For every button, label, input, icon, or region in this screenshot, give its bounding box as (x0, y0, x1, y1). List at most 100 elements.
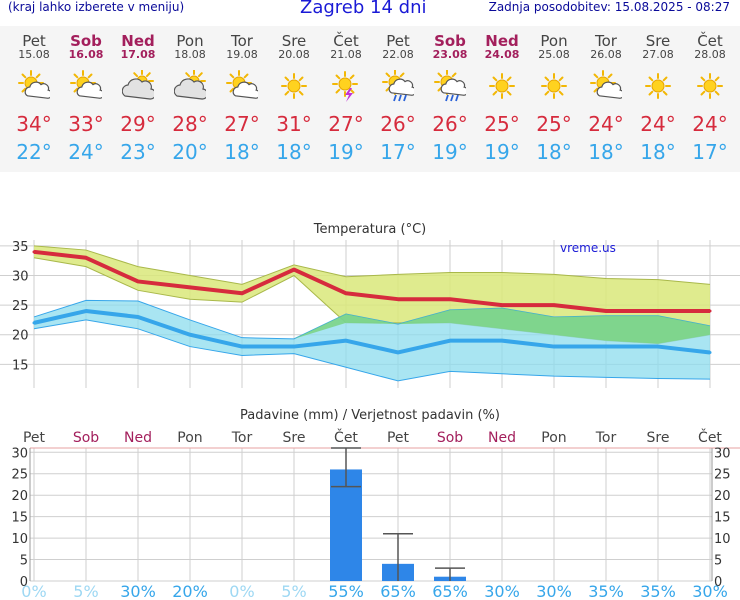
sun-cloud-icon (70, 70, 102, 99)
chart-watermark: vreme.us (560, 241, 616, 255)
min-temperature-point (240, 345, 244, 349)
max-temperature-point (344, 291, 348, 295)
min-temperature-point (708, 350, 712, 354)
min-temperature: 18° (276, 140, 312, 164)
min-temperature: 24° (68, 140, 104, 164)
y-tick-label-left: 0 (20, 575, 28, 590)
y-tick-label: 35 (12, 240, 29, 255)
precipitation-probability: 65% (380, 582, 416, 600)
min-temperature-point (344, 339, 348, 343)
min-temperature-point (656, 345, 660, 349)
day-name: Sre (281, 32, 307, 50)
cloud-sun-icon (174, 70, 206, 100)
sun-rain-icon (434, 70, 466, 102)
y-tick-label-right: 30 (714, 446, 731, 461)
min-temperature-point (500, 339, 504, 343)
y-tick-label: 20 (12, 329, 29, 344)
day-date: 28.08 (694, 48, 726, 61)
max-temperature-point (188, 285, 192, 289)
precipitation-probability: 5% (73, 582, 98, 600)
x-day-label: Sob (73, 430, 99, 446)
min-temperature: 18° (536, 140, 572, 164)
y-tick-label-right: 5 (714, 554, 722, 569)
min-temperature: 19° (484, 140, 520, 164)
min-temperature-point (604, 345, 608, 349)
day-column: Pon 25.08 25° 18° (528, 26, 580, 172)
x-day-label: Tor (231, 430, 253, 446)
precipitation-probability: 5% (281, 582, 306, 600)
min-temperature-point (136, 315, 140, 319)
day-date: 20.08 (278, 48, 310, 61)
max-temperature-point (708, 309, 712, 313)
precipitation-probability: 35% (640, 582, 676, 600)
sun-icon (281, 73, 307, 99)
day-name: Čet (333, 32, 359, 50)
sun-icon (489, 73, 515, 99)
max-temperature-point (396, 297, 400, 301)
sun-icon (541, 73, 567, 99)
day-name: Čet (697, 32, 723, 50)
day-date: 21.08 (330, 48, 362, 61)
day-column: Tor 19.08 27° 18° (216, 26, 268, 172)
day-name: Pon (540, 32, 568, 50)
x-day-label: Čet (334, 428, 358, 446)
y-tick-label-right: 15 (714, 511, 731, 526)
y-tick-label-left: 15 (11, 511, 28, 526)
max-temperature: 24° (588, 112, 624, 136)
top-bar: (kraj lahko izberete v meniju) Zagreb 14… (0, 0, 740, 22)
x-day-label: Pet (387, 430, 410, 446)
day-column: Čet 28.08 24° 17° (684, 26, 736, 172)
max-temperature-band-upper-edge (33, 245, 711, 285)
day-date: 25.08 (538, 48, 570, 61)
day-name: Pet (386, 32, 410, 50)
max-temperature: 28° (172, 112, 208, 136)
min-temperature: 17° (380, 140, 416, 164)
day-date: 24.08 (484, 48, 520, 61)
precipitation-probability: 30% (692, 582, 728, 600)
max-temperature-point (552, 303, 556, 307)
min-temperature-band-upper-edge (33, 299, 711, 340)
max-temperature: 26° (432, 112, 468, 136)
page-title: Zagreb 14 dni (300, 0, 427, 18)
y-tick-label-left: 10 (11, 532, 28, 547)
last-update: Zadnja posodobitev: 15.08.2025 - 08:27 (488, 0, 730, 14)
day-column: Sre 20.08 31° 18° (268, 26, 320, 172)
x-day-label: Sob (437, 430, 463, 446)
precipitation-probability: 65% (432, 582, 468, 600)
x-day-label: Pon (541, 430, 566, 446)
day-name: Tor (231, 32, 253, 50)
precipitation-probability: 0% (21, 582, 46, 600)
band-overlap-area (34, 300, 710, 344)
min-temperature: 20° (172, 140, 208, 164)
min-temperature-point (552, 345, 556, 349)
day-name: Sre (645, 32, 671, 50)
min-temperature: 18° (588, 140, 624, 164)
max-temperature: 33° (68, 112, 104, 136)
y-tick-label-left: 30 (11, 446, 28, 461)
day-column: Sob 16.08 33° 24° (60, 26, 112, 172)
y-tick-label-left: 5 (20, 554, 28, 569)
y-tick-label-right: 0 (714, 575, 722, 590)
min-temperature-band-lower-edge (33, 319, 711, 382)
x-day-label: Sre (283, 430, 306, 446)
precipitation-probability: 35% (588, 582, 624, 600)
max-temperature: 24° (640, 112, 676, 136)
sun-storm-icon (332, 71, 358, 102)
cloud-sun-icon (122, 70, 154, 100)
min-temperature: 23° (120, 140, 156, 164)
y-tick-label-left: 20 (11, 489, 28, 504)
y-tick-label-right: 20 (714, 489, 731, 504)
day-name: Sob (70, 32, 102, 50)
location-menu-hint[interactable]: (kraj lahko izberete v meniju) (8, 0, 185, 14)
precipitation-probability: 20% (172, 582, 208, 600)
min-temperature-point (32, 321, 36, 325)
day-date: 19.08 (226, 48, 258, 61)
min-temperature: 22° (16, 140, 52, 164)
min-temperature-point (396, 350, 400, 354)
sun-icon (697, 73, 723, 99)
y-tick-label-right: 25 (714, 468, 731, 483)
x-day-label: Ned (124, 430, 152, 446)
max-temperature: 26° (380, 112, 416, 136)
x-day-label: Čet (698, 428, 722, 446)
min-temperature: 19° (432, 140, 468, 164)
